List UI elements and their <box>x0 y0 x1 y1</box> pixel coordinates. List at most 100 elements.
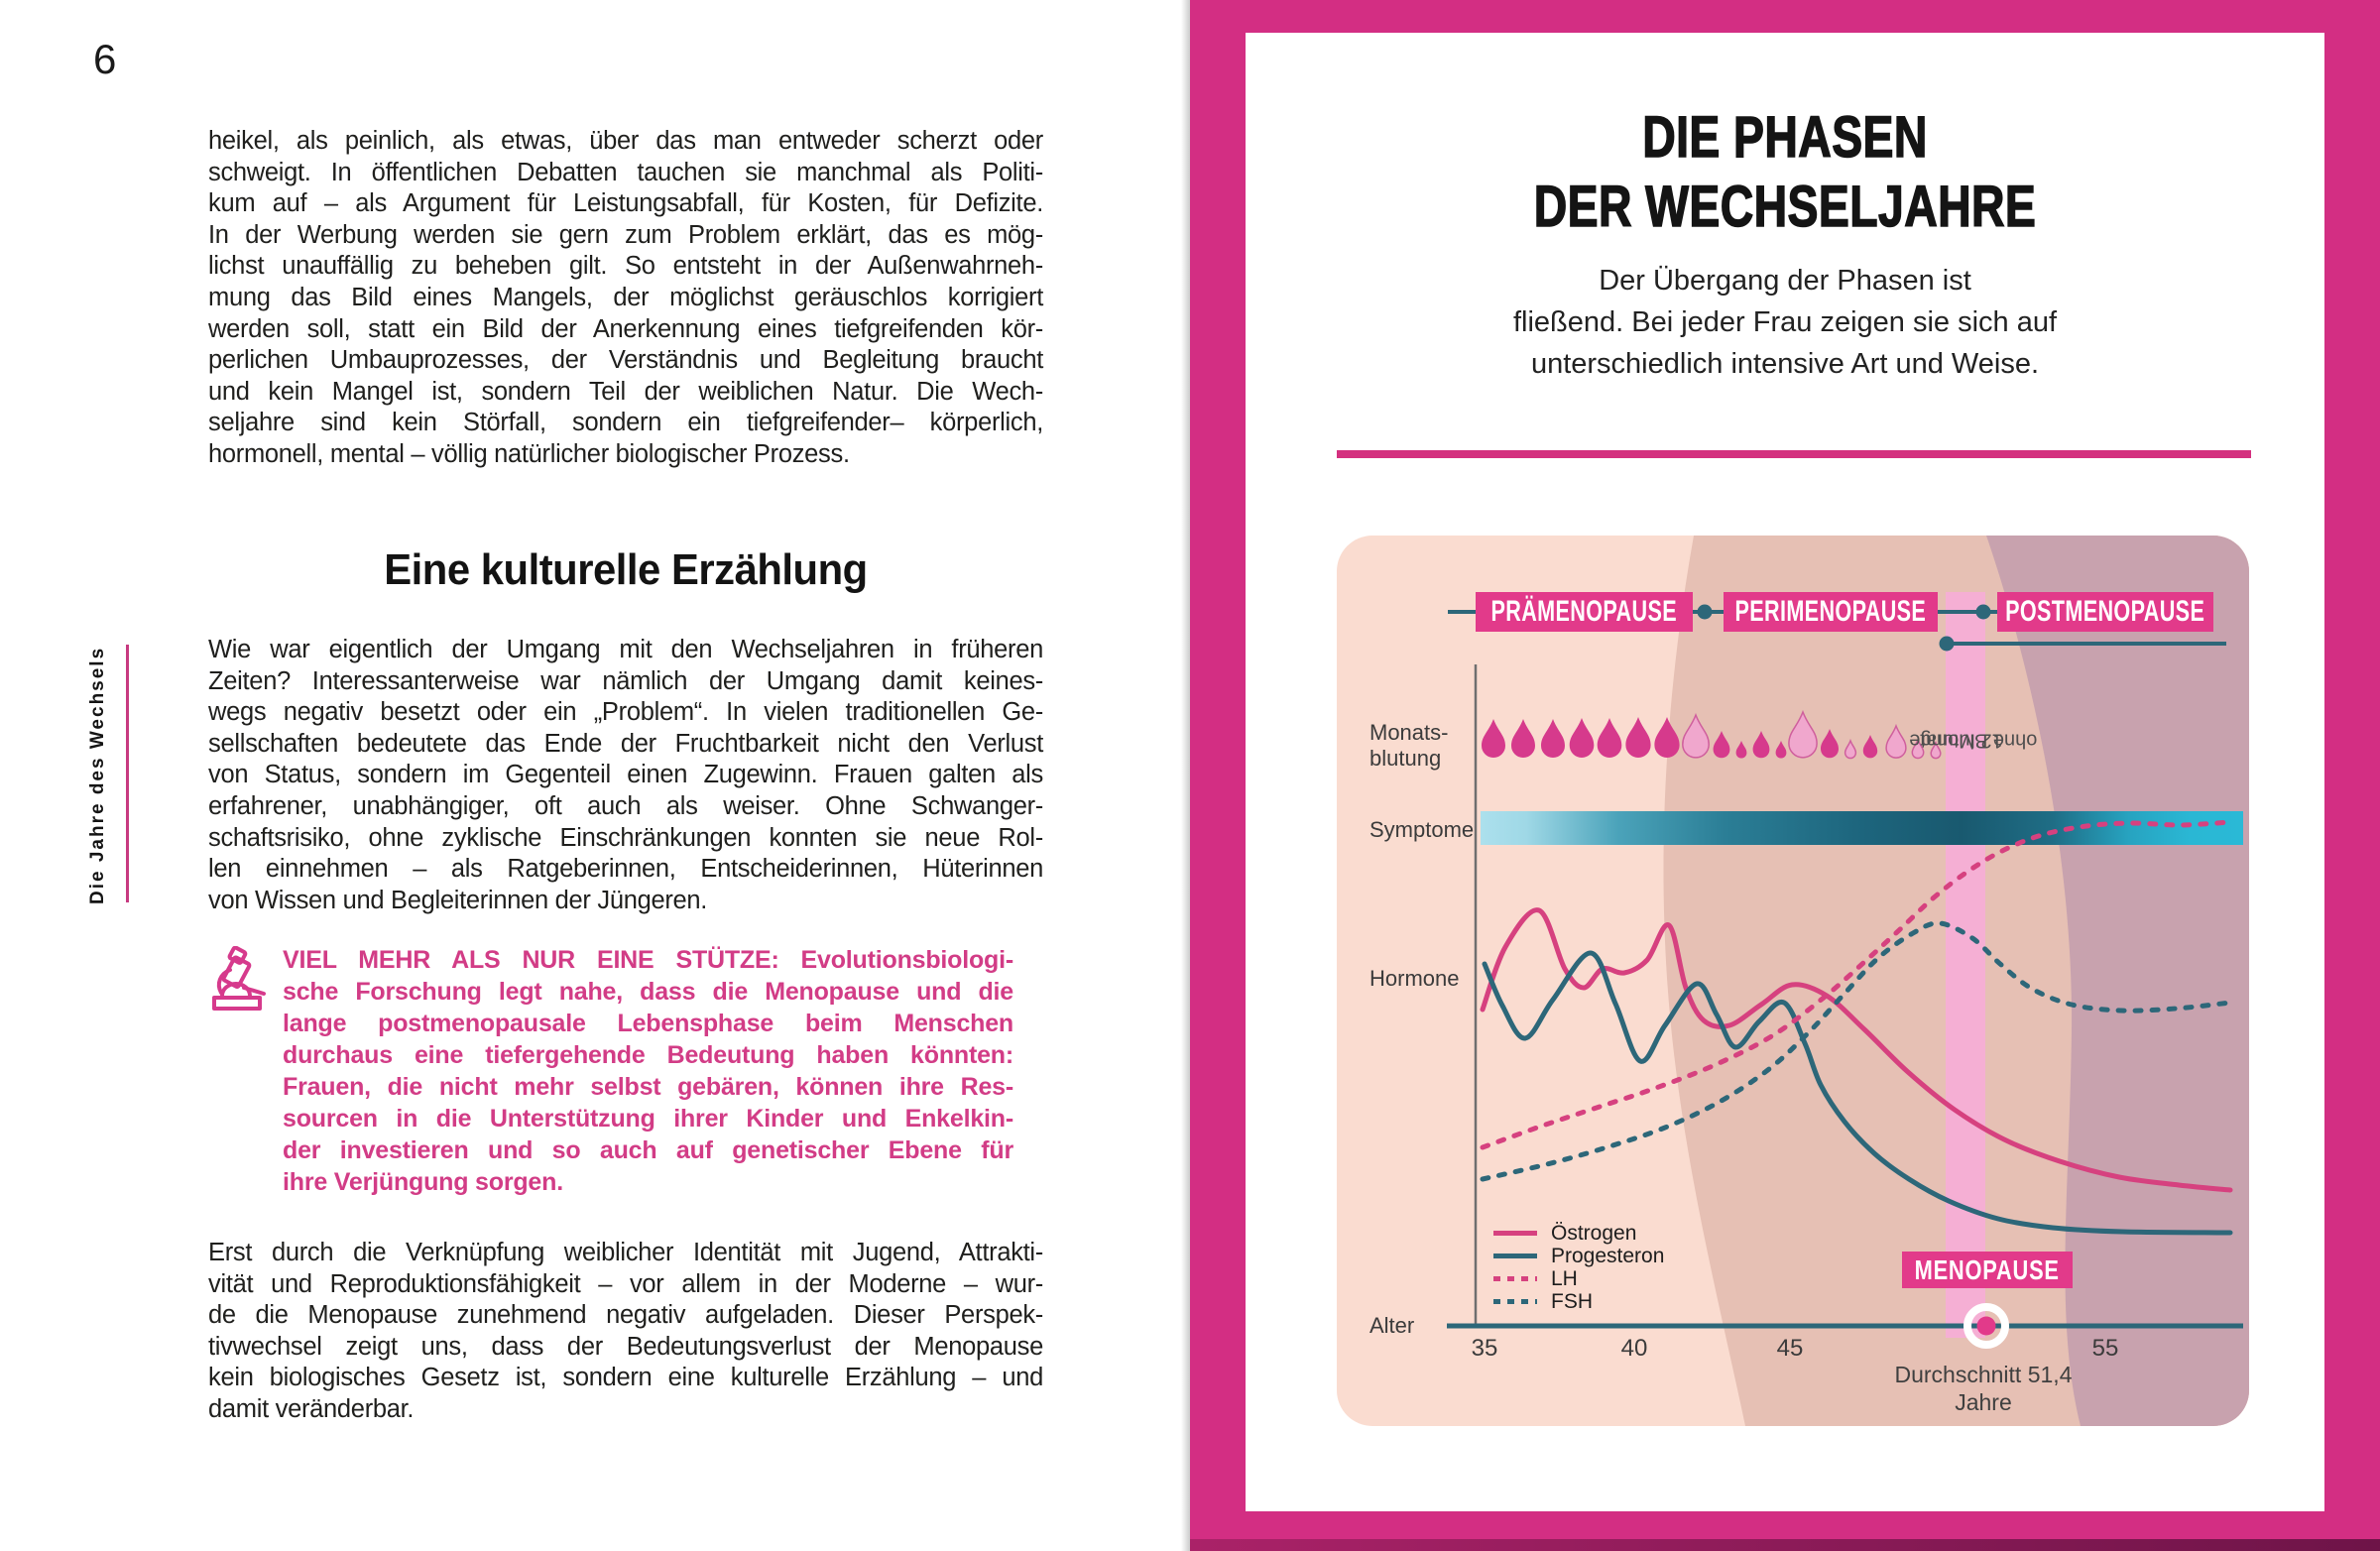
blood-drop <box>1713 731 1730 759</box>
phase-badge-perimenopause: PERIMENOPAUSE <box>1724 592 1938 632</box>
blood-drop <box>1482 719 1505 758</box>
section-heading: Eine kulturelle Erzählung <box>384 545 868 594</box>
connector-dot <box>1939 636 1955 652</box>
text-line: Erst durch die Verknüpfung weiblicher Id… <box>208 1239 1043 1266</box>
text-line: von Status, sondern im Gegenteil einen Z… <box>208 761 1043 789</box>
text-line: sellschaften bedeutete das Ende der Fruc… <box>208 729 1043 758</box>
text-line: kum auf – als Argument für Leistungsabfa… <box>208 189 1043 218</box>
blood-drop <box>1930 740 1942 760</box>
hormone-curve-progesteron <box>1482 950 2233 1236</box>
text-line: de die Menopause zunehmend negativ aufge… <box>208 1301 1043 1330</box>
text-line: tivwechsel zeigt uns, dass der Bedeutung… <box>208 1332 1043 1361</box>
text-line: der investieren und so auch auf genetisc… <box>283 1136 1013 1164</box>
solid-line-swatch <box>1493 1231 1537 1236</box>
page-number: 6 <box>93 36 117 82</box>
hormone-curve-lh <box>1480 819 2233 1150</box>
hormone-curve-fsh <box>1480 920 2233 1182</box>
text-line: lange postmenopausale Lebensphase beim M… <box>283 1010 1013 1037</box>
page-title: DIE PHASEN DER WECHSELJAHRE <box>1354 103 2216 242</box>
text-line: erfahrener, unabhängiger, oft auch als w… <box>208 791 1043 820</box>
text-line: schaftsrisiko, ohne zyklische Einschränk… <box>208 823 1043 852</box>
text-line: hormonell, mental – völlig natürlicher b… <box>208 439 850 468</box>
callout-evolution: VIEL MEHR ALS NUR EINE STÜTZE: Evolution… <box>283 944 1013 1198</box>
age-tick-45: 45 <box>1776 1335 1804 1362</box>
dashed-line-swatch <box>1493 1299 1537 1304</box>
text-line: fließend. Bei jeder Frau zeigen sie sich… <box>1512 306 2058 338</box>
text-line: lichst unauffällig zu beheben gilt. So e… <box>208 252 1043 281</box>
row-label-age: Alter <box>1369 1313 1415 1338</box>
hormone-curve-östrogen <box>1480 907 2233 1193</box>
page-title-line2: DER WECHSELJAHRE <box>1533 174 2037 240</box>
phase-badge-postmenopause: POSTMENOPAUSE <box>1997 592 2213 632</box>
blood-drop <box>1821 729 1839 759</box>
menopause-badge: MENOPAUSE <box>1902 1252 2073 1288</box>
text-line: und kein Mangel ist, sondern Teil der we… <box>208 377 1043 406</box>
age-tick-40: 40 <box>1620 1335 1648 1362</box>
page-gutter-shadow <box>1181 0 1190 1551</box>
text-line: werden soll, statt ein Bild der Anerkenn… <box>208 314 1043 343</box>
band-label-line: ohne Blutung <box>1920 729 2038 752</box>
text-line: durchaus eine tiefergehende Bedeutung ha… <box>283 1041 1013 1069</box>
phase-label: PERIMENOPAUSE <box>1734 595 1927 628</box>
page-edge-shadow <box>1190 1539 2380 1551</box>
blood-drop <box>1844 738 1857 760</box>
legend-label: Östrogen <box>1551 1221 1637 1245</box>
text-line: sourcen in die Unterstützung ihrer Kinde… <box>283 1105 1013 1133</box>
legend-item: LH <box>1493 1267 1664 1290</box>
dashed-line-swatch <box>1493 1276 1537 1281</box>
paragraph-history: Wie war eigentlich der Umgang mit den We… <box>208 635 1043 916</box>
text-line: von Wissen und Begleiterinnen der Jünger… <box>208 886 708 914</box>
hormone-legend: Östrogen Progesteron LH FSH <box>1493 1222 1664 1313</box>
text-line: wegs negativ besetzt oder ein „Problem“.… <box>208 698 1043 727</box>
phase-label: POSTMENOPAUSE <box>2005 595 2205 628</box>
text-line: Zeiten? Interessanterweise war nämlich d… <box>208 666 1043 695</box>
bleeding-drops <box>1482 709 1942 760</box>
text-line: unterschiedlich intensive Art und Weise. <box>1530 348 2040 380</box>
text-line: len einnehmen – als Ratgeberinnen, Entsc… <box>208 855 1043 884</box>
text-line: kein biologisches Gesetz ist, sondern ei… <box>208 1364 1043 1392</box>
microscope-icon <box>212 946 266 1011</box>
symptoms-gradient-bar <box>1481 811 2243 845</box>
page-title-line1: DIE PHASEN <box>1642 104 1928 171</box>
twelve-months-label: 12 Monate ohne Blutung <box>1902 674 2037 805</box>
blood-drop <box>1788 709 1818 759</box>
text-line: vität und Reproduktionsfähigkeit – vor a… <box>208 1269 1043 1298</box>
blood-drop <box>1625 717 1651 758</box>
blood-drop <box>1752 731 1770 759</box>
text-line: VIEL MEHR ALS NUR EINE STÜTZE: Evolution… <box>283 946 1013 974</box>
legend-label: LH <box>1551 1266 1578 1290</box>
blood-drop <box>1597 718 1622 758</box>
blood-drop <box>1735 741 1747 759</box>
legend-item: Östrogen <box>1493 1222 1664 1245</box>
connector-dot <box>1975 604 1991 620</box>
blood-drop <box>1511 719 1535 758</box>
text-line: sche Forschung legt nahe, dass die Menop… <box>283 978 1013 1006</box>
row-label-symptoms: Symptome <box>1369 817 1475 842</box>
blood-drop <box>1911 737 1925 760</box>
blood-drop <box>1682 712 1710 759</box>
menopause-label: MENOPAUSE <box>1914 1253 2061 1285</box>
age-tick-55: 55 <box>2091 1335 2119 1362</box>
page-subtitle: Der Übergang der Phasen ist fließend. Bei… <box>1246 260 2324 385</box>
phase-badge-praemenopause: PRÄMENOPAUSE <box>1476 592 1693 632</box>
average-age-note: Durchschnitt 51,4 Jahre <box>1894 1362 2073 1415</box>
blood-drop <box>1775 741 1787 759</box>
legend-label: FSH <box>1551 1289 1593 1313</box>
text-line: heikel, als peinlich, als etwas, über da… <box>208 127 1043 155</box>
phases-chart-svg <box>1337 536 2249 1426</box>
text-line: schweigt. In öffentlichen Debatten tauch… <box>208 158 1043 186</box>
blood-drop <box>1862 735 1878 759</box>
text-line: Frauen, die nicht mehr selbst gebären, k… <box>283 1073 1013 1101</box>
sidebar-rule <box>126 645 129 902</box>
blood-drop <box>1885 723 1907 759</box>
legend-item: Progesteron <box>1493 1245 1664 1267</box>
age-tick-35: 35 <box>1471 1335 1498 1362</box>
phase-label: PRÄMENOPAUSE <box>1490 595 1678 628</box>
blood-drop <box>1654 717 1680 758</box>
blood-drop <box>1541 719 1565 758</box>
legend-item: FSH <box>1493 1290 1664 1313</box>
zone-postmenopause <box>1986 536 2249 1426</box>
paragraph-intro: heikel, als peinlich, als etwas, über da… <box>208 126 1043 471</box>
text-line: damit veränderbar. <box>208 1394 415 1423</box>
